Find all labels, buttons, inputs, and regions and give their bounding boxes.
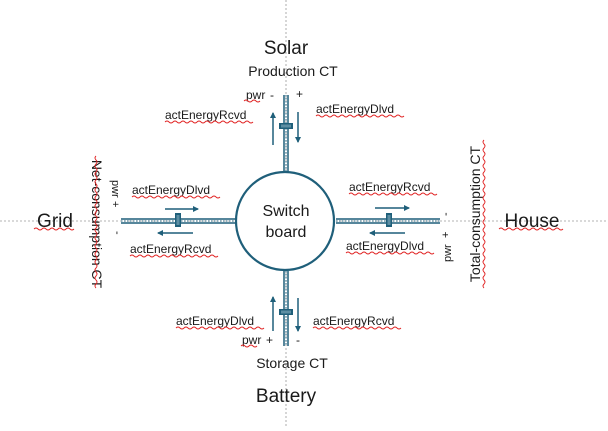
top-left-energy-label: actEnergyRcvd: [165, 108, 246, 122]
right-upper-energy-label: actEnergyRcvd: [349, 180, 430, 194]
top-pwr-label: pwr: [246, 88, 265, 102]
net-consumption-ct-title: Net-consumption CT: [89, 160, 105, 289]
switchboard-label-line2: board: [266, 224, 307, 241]
right-plus-label: +: [440, 232, 452, 238]
top-plus-label: +: [296, 87, 303, 101]
left-lower-energy-label: actEnergyRcvd: [130, 242, 211, 256]
total-consumption-ct-clamp: [386, 213, 392, 227]
left-upper-energy-label: actEnergyDlvd: [132, 183, 210, 197]
top-right-energy-label: actEnergyDlvd: [316, 102, 394, 116]
total-consumption-ct-title: Total-consumption CT: [467, 145, 483, 282]
solar-bus-line: [283, 95, 289, 172]
left-pwr-label: pwr: [109, 180, 121, 198]
storage-ct-title: Storage CT: [256, 355, 328, 371]
left-minus-label: -: [111, 231, 123, 235]
net-consumption-ct-clamp: [175, 213, 181, 227]
storage-ct-clamp: [279, 309, 293, 315]
left-plus-label: +: [109, 201, 121, 207]
solar-title: Solar: [264, 38, 309, 59]
right-lower-energy-label: actEnergyDlvd: [346, 239, 424, 253]
switchboard-circle: [234, 170, 336, 272]
battery-title: Battery: [256, 386, 317, 407]
bottom-pwr-label: pwr: [242, 333, 261, 347]
right-minus-label: -: [440, 212, 452, 216]
production-ct-title: Production CT: [248, 63, 338, 79]
grid-title: Grid: [37, 211, 73, 232]
switchboard-label-line1: Switch: [262, 203, 309, 220]
battery-bus-line: [283, 271, 289, 346]
bottom-minus-label: -: [296, 333, 300, 347]
bottom-right-energy-label: actEnergyRcvd: [313, 314, 394, 328]
top-minus-label: -: [270, 88, 274, 102]
house-title: House: [505, 211, 560, 232]
spellcheck-squiggles: [33, 99, 564, 348]
bottom-left-energy-label: actEnergyDlvd: [176, 314, 254, 328]
production-ct-clamp: [279, 123, 293, 129]
bottom-plus-label: +: [266, 333, 273, 347]
right-pwr-label: pwr: [442, 244, 454, 262]
